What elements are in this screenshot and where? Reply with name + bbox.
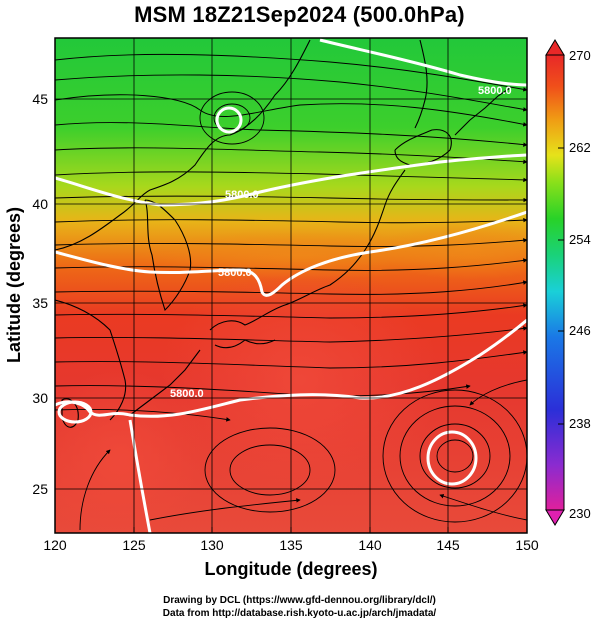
x-tick-labels: 120 125 130 135 140 145 150 <box>43 537 539 553</box>
y-tick-label: 25 <box>32 481 48 497</box>
colorbar <box>545 39 565 526</box>
credit-drawing: Drawing by DCL (https://www.gfd-dennou.o… <box>163 595 436 606</box>
x-tick-label: 135 <box>279 537 303 553</box>
x-ticks <box>54 527 528 533</box>
height-contours <box>55 38 527 533</box>
x-tick-label: 130 <box>200 537 224 553</box>
colorbar-labels: 270 262 254 246 238 230 <box>569 48 591 521</box>
x-axis-title: Longitude (degrees) <box>204 559 377 579</box>
coastlines <box>55 39 511 428</box>
colorbar-lower-arrow <box>545 509 565 526</box>
contour-label-40n: 5800.0 <box>225 189 259 201</box>
contour-label-37n: 5800.0 <box>218 267 252 279</box>
credits: Drawing by DCL (https://www.gfd-dennou.o… <box>0 594 599 620</box>
colorbar-label: 262 <box>569 140 591 155</box>
y-tick-label: 45 <box>32 91 48 107</box>
credit-data-source: Data from http://database.rish.kyoto-u.a… <box>162 608 437 619</box>
colorbar-upper-arrow <box>545 39 565 56</box>
contour-label-north: 5800.0 <box>478 85 512 97</box>
x-tick-label: 145 <box>436 537 460 553</box>
colorbar-label: 230 <box>569 506 591 521</box>
colorbar-label: 238 <box>569 416 591 431</box>
contour-label-30n: 5800.0 <box>170 388 204 400</box>
x-tick-label: 140 <box>358 537 382 553</box>
y-tick-label: 30 <box>32 390 48 406</box>
colorbar-label: 254 <box>569 232 591 247</box>
colorbar-label: 270 <box>569 48 591 63</box>
temperature-field <box>55 38 527 533</box>
colorbar-label: 246 <box>569 323 591 338</box>
grid <box>55 38 527 533</box>
y-tick-label: 40 <box>32 196 48 212</box>
y-tick-labels: 25 30 35 40 45 <box>32 91 48 497</box>
x-tick-label: 120 <box>43 537 67 553</box>
chart-title: MSM 18Z21Sep2024 (500.0hPa) <box>134 2 465 27</box>
x-tick-label: 125 <box>122 537 146 553</box>
x-tick-label: 150 <box>515 537 539 553</box>
y-tick-label: 35 <box>32 295 48 311</box>
y-axis-title: Latitude (degrees) <box>4 207 24 363</box>
